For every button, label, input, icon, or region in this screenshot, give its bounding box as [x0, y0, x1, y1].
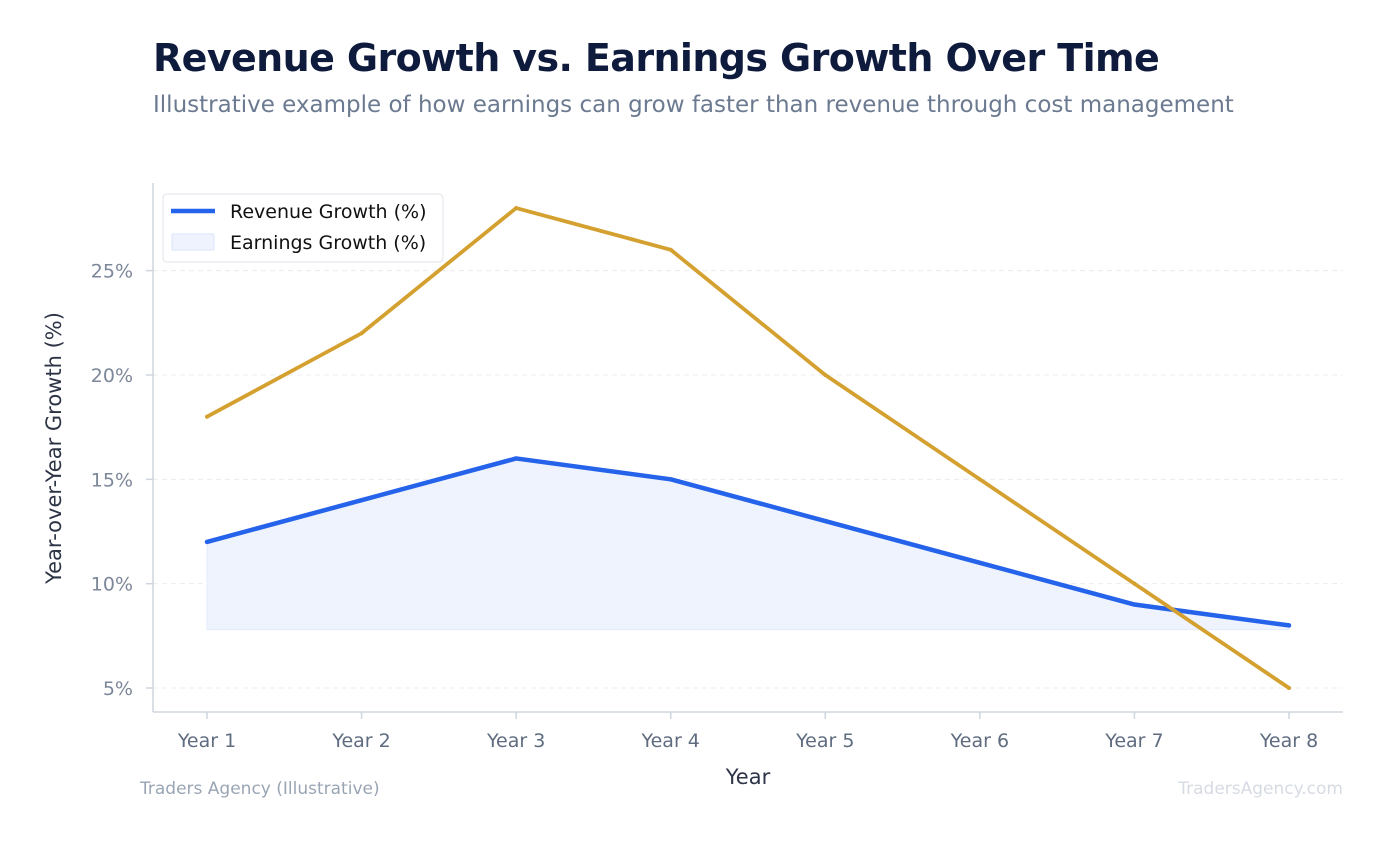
series-lines — [204, 206, 1292, 691]
earnings-growth-point — [359, 331, 364, 336]
watermark: TradersAgency.com — [1178, 779, 1343, 799]
x-axis-label: Year — [725, 765, 771, 789]
y-tick-label: 20% — [91, 365, 133, 387]
earnings-growth-point — [977, 477, 982, 482]
chart-title: Revenue Growth vs. Earnings Growth Over … — [153, 36, 1160, 80]
y-tick-label: 5% — [103, 678, 133, 700]
earnings-growth-line — [205, 206, 1291, 690]
legend: Revenue Growth (%) Earnings Growth (%) — [162, 193, 444, 263]
revenue-growth-point — [977, 560, 982, 565]
x-tick-label: Year 1 — [177, 730, 236, 752]
earnings-growth-point — [823, 372, 828, 377]
earnings-growth-point — [668, 247, 673, 252]
y-tick-label: 25% — [91, 261, 133, 283]
revenue-growth-point — [1132, 602, 1137, 607]
revenue-growth-point — [514, 456, 519, 461]
x-tick-label: Year 7 — [1104, 730, 1163, 752]
source-note: Traders Agency (Illustrative) — [140, 779, 380, 799]
legend-earnings-swatch — [171, 233, 215, 251]
legend-box — [162, 193, 444, 263]
legend-revenue-label: Revenue Growth (%) — [230, 201, 426, 223]
earnings-growth-point — [1287, 686, 1291, 691]
earnings-growth-point — [1132, 581, 1137, 586]
x-tick-label: Year 4 — [641, 730, 700, 752]
revenue-growth-point — [205, 539, 209, 544]
y-tick-label: 15% — [91, 469, 133, 491]
revenue-growth-point — [668, 477, 673, 482]
gridlines — [153, 270, 1343, 689]
earnings-growth-point — [514, 206, 519, 211]
chart-subtitle: Illustrative example of how earnings can… — [153, 92, 1234, 118]
revenue-growth-point — [823, 519, 828, 524]
tick-labels: 5% 10% 15% 20% 25% Year 1 Year 2 Year 3 Year 4 Ye… — [91, 261, 1318, 752]
revenue-growth-point — [359, 498, 364, 503]
y-axis-label: Year-over-Year Growth (%) — [42, 312, 66, 585]
x-tick-label: Year 8 — [1259, 730, 1318, 752]
legend-earnings-label: Earnings Growth (%) — [230, 232, 426, 254]
x-tick-label: Year 5 — [795, 730, 854, 752]
x-tick-label: Year 2 — [331, 730, 390, 752]
revenue-growth-point — [1287, 623, 1291, 628]
x-tick-label: Year 3 — [486, 730, 545, 752]
x-tick-label: Year 6 — [950, 730, 1009, 752]
earnings-growth-point — [205, 414, 209, 419]
revenue-growth-line — [204, 456, 1292, 628]
y-tick-label: 10% — [91, 574, 133, 596]
